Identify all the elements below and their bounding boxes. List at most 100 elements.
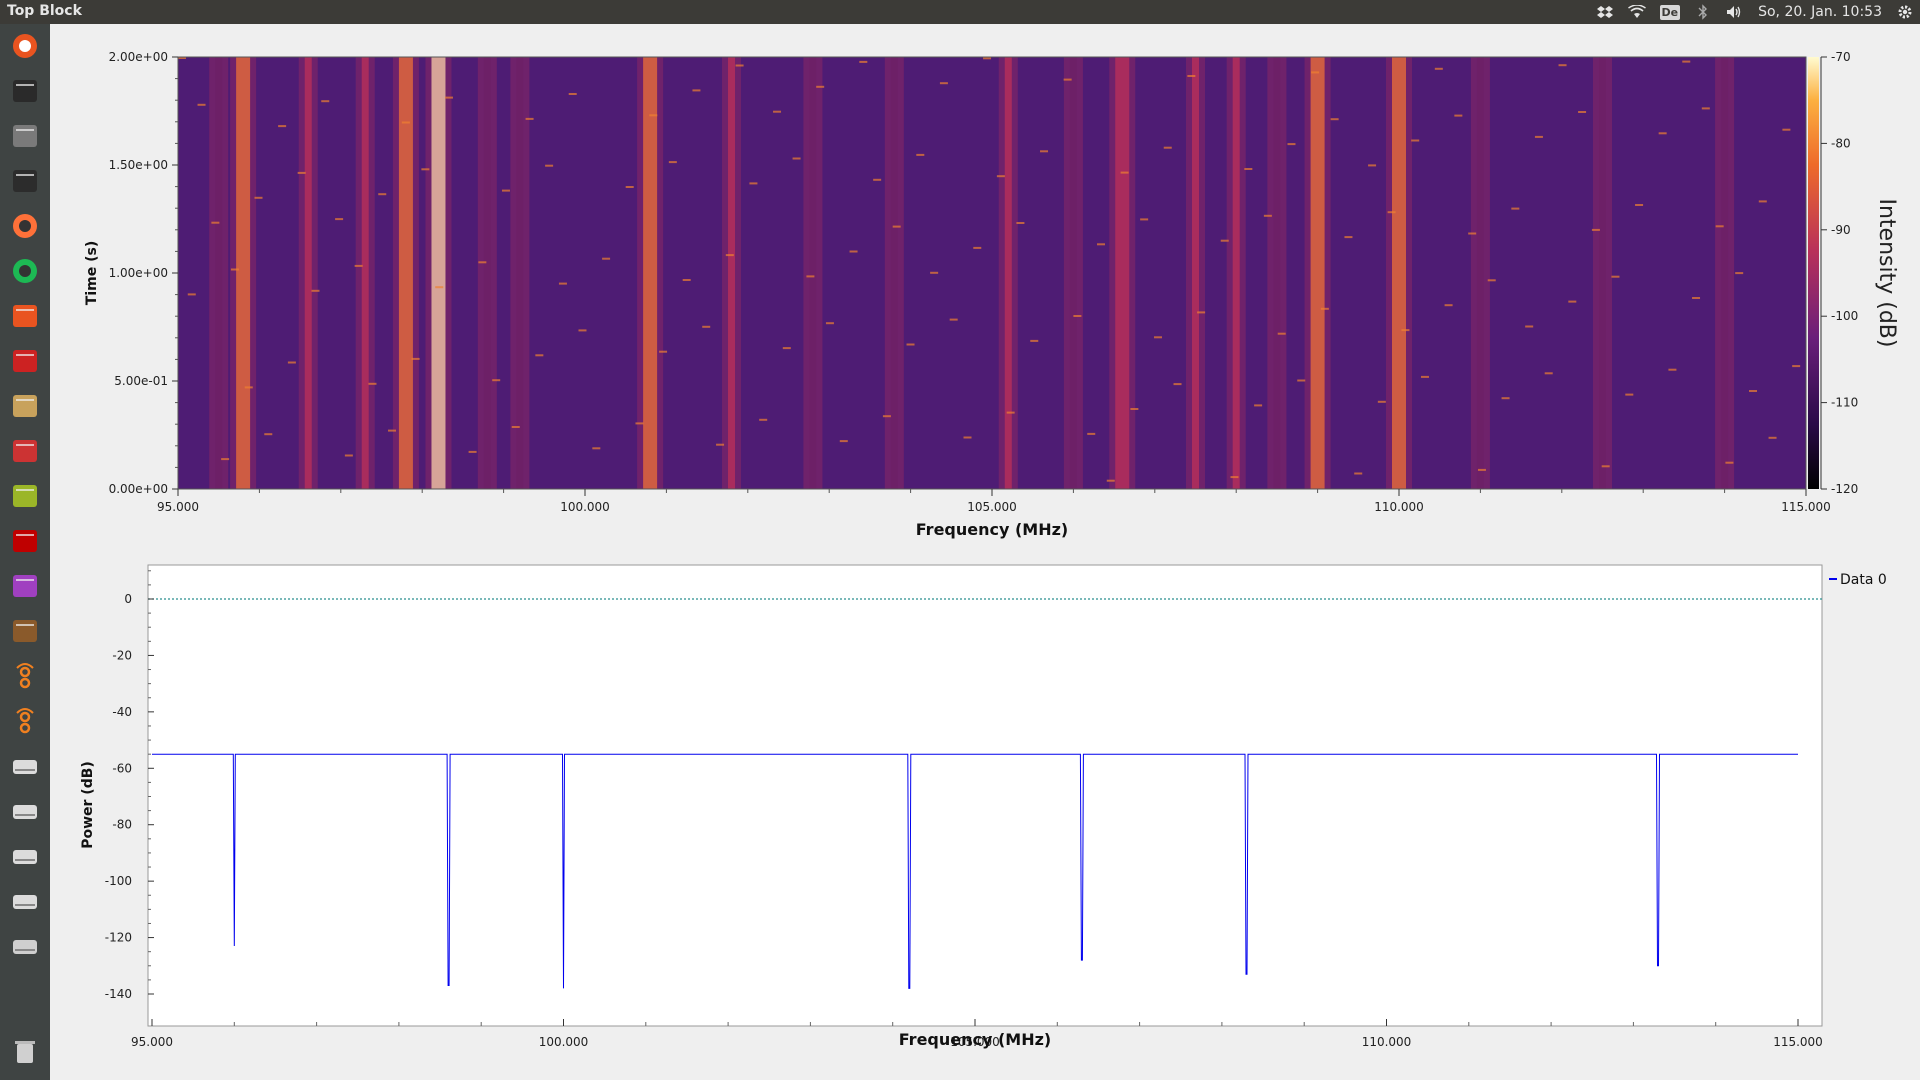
waterfall-burst	[1725, 461, 1734, 464]
waterfall-plot[interactable]: 0.00e+00 5.00e-01 1.00e+00 1.50e+00 2.00e+00…	[50, 24, 1920, 544]
waterfall-band-glow-20	[1470, 57, 1490, 489]
waterfall-y-tick-label: 2.00e+00	[109, 50, 168, 64]
waterfall-band-glow-0	[209, 57, 229, 489]
waterfall-burst	[1591, 228, 1600, 231]
waterfall-burst	[1244, 168, 1253, 170]
archive-manager-icon[interactable]	[6, 387, 44, 425]
usb-drive-icon[interactable]	[6, 927, 44, 965]
dropbox-icon[interactable]	[1596, 3, 1614, 21]
waterfall-burst	[1354, 472, 1363, 475]
waterfall-burst	[882, 415, 891, 418]
waterfall-band-glow-6	[477, 57, 497, 489]
waterfall-band-4	[398, 57, 413, 489]
waterfall-burst	[792, 157, 801, 160]
frequency-plot-y-tick-label: 0	[124, 592, 132, 606]
firefox-icon[interactable]	[6, 207, 44, 245]
drive-icon-2[interactable]	[6, 792, 44, 830]
waterfall-band-14	[1115, 57, 1130, 489]
waterfall-burst	[1454, 114, 1463, 117]
waterfall-burst	[444, 96, 453, 99]
window-app-icon[interactable]	[6, 567, 44, 605]
waterfall-band-22	[1721, 57, 1729, 489]
drive-icon-1[interactable]	[6, 747, 44, 785]
legend-entry-data-0[interactable]: Data 0	[1840, 572, 1887, 588]
spotify-icon[interactable]	[6, 252, 44, 290]
waterfall-band-5	[431, 57, 446, 489]
waterfall-burst	[244, 386, 253, 389]
colorbar-tick-label: -100	[1831, 309, 1858, 323]
drive-icon-4[interactable]	[6, 882, 44, 920]
waterfall-burst	[578, 329, 587, 332]
waterfall-burst	[335, 218, 344, 221]
ubuntu-dash-icon[interactable]	[6, 27, 44, 65]
waterfall-bands	[178, 57, 1801, 489]
waterfall-burst	[749, 182, 758, 185]
app-icon[interactable]	[6, 342, 44, 380]
waterfall-burst	[1368, 164, 1377, 167]
waterfall-burst	[1511, 207, 1520, 210]
frequency-plot-x-tick-label: 115.000	[1773, 1035, 1823, 1049]
waterfall-burst	[1330, 118, 1339, 121]
gnuradio-companion-icon-2[interactable]	[6, 702, 44, 740]
waterfall-burst	[1411, 139, 1420, 142]
waterfall-band-15	[1192, 57, 1199, 489]
waterfall-burst	[264, 433, 273, 436]
software-center-icon[interactable]	[6, 297, 44, 335]
waterfall-band-glow-9	[722, 57, 742, 489]
waterfall-burst	[1578, 111, 1587, 113]
system-monitor-icon[interactable]	[6, 72, 44, 110]
waterfall-burst	[1197, 311, 1206, 314]
settings-gear-icon[interactable]	[1896, 3, 1914, 21]
waterfall-burst	[873, 178, 882, 181]
clock[interactable]: So, 20. Jan. 10:53	[1758, 4, 1882, 20]
waterfall-band-glow-15	[1186, 57, 1205, 489]
waterfall-burst	[839, 440, 848, 443]
volume-icon[interactable]	[1726, 3, 1744, 21]
waterfall-burst	[435, 286, 444, 289]
wifi-icon[interactable]	[1627, 3, 1646, 21]
leaf-app-icon[interactable]	[6, 477, 44, 515]
waterfall-burst	[702, 325, 711, 328]
waterfall-burst	[1525, 325, 1534, 328]
gnuradio-companion-icon[interactable]	[6, 657, 44, 695]
waterfall-band-glow-10	[803, 57, 823, 489]
waterfall-burst	[1287, 143, 1296, 146]
waterfall-band-17	[1273, 57, 1281, 489]
keyboard-layout-icon[interactable]: De	[1659, 4, 1681, 20]
frequency-plot[interactable]: 0 -20 -40 -60 -80 -100 -120 -140 95.000 100.000 1…	[50, 24, 1920, 1080]
terminal-icon[interactable]	[6, 162, 44, 200]
waterfall-burst	[254, 196, 263, 199]
tools-icon[interactable]	[6, 432, 44, 470]
waterfall-band-11	[890, 57, 898, 489]
waterfall-burst	[287, 361, 296, 364]
waterfall-y-tick-label: 1.00e+00	[109, 266, 168, 280]
waterfall-burst	[692, 89, 701, 92]
waterfall-burst	[297, 171, 306, 174]
waterfall-background	[178, 57, 1806, 489]
file-manager-icon[interactable]	[6, 117, 44, 155]
waterfall-burst	[949, 318, 958, 321]
bluetooth-icon[interactable]	[1694, 3, 1712, 21]
waterfall-burst	[1401, 329, 1410, 332]
waterfall-band-3	[361, 57, 369, 489]
waterfall-burst	[859, 60, 868, 63]
waterfall-burst	[1768, 436, 1777, 439]
library-icon[interactable]	[6, 612, 44, 650]
trash-icon[interactable]	[6, 1032, 44, 1070]
filezilla-icon[interactable]	[6, 522, 44, 560]
drive-icon-3[interactable]	[6, 837, 44, 875]
waterfall-burst	[1297, 379, 1306, 382]
waterfall-burst	[849, 250, 858, 253]
waterfall-band-glow-12	[998, 57, 1018, 489]
launcher-sidebar	[0, 24, 50, 1080]
waterfall-band-glow-3	[355, 57, 375, 489]
waterfall-burst	[211, 221, 220, 224]
waterfall-burst	[1658, 132, 1667, 135]
waterfall-burst	[535, 354, 544, 357]
waterfall-band-glow-19	[1386, 57, 1412, 489]
waterfall-y-ticks: 0.00e+00 5.00e-01 1.00e+00 1.50e+00 2.00e+00	[109, 50, 178, 496]
top-block-window: 0.00e+00 5.00e-01 1.00e+00 1.50e+00 2.00e+00…	[50, 24, 1920, 1080]
frequency-plot-x-ticks: 95.000 100.000 105.000 110.000 115.000	[131, 1019, 1823, 1049]
top-menu-bar: Top Block De So, 20. Jan. 10:53	[0, 0, 1920, 24]
waterfall-burst	[782, 347, 791, 350]
